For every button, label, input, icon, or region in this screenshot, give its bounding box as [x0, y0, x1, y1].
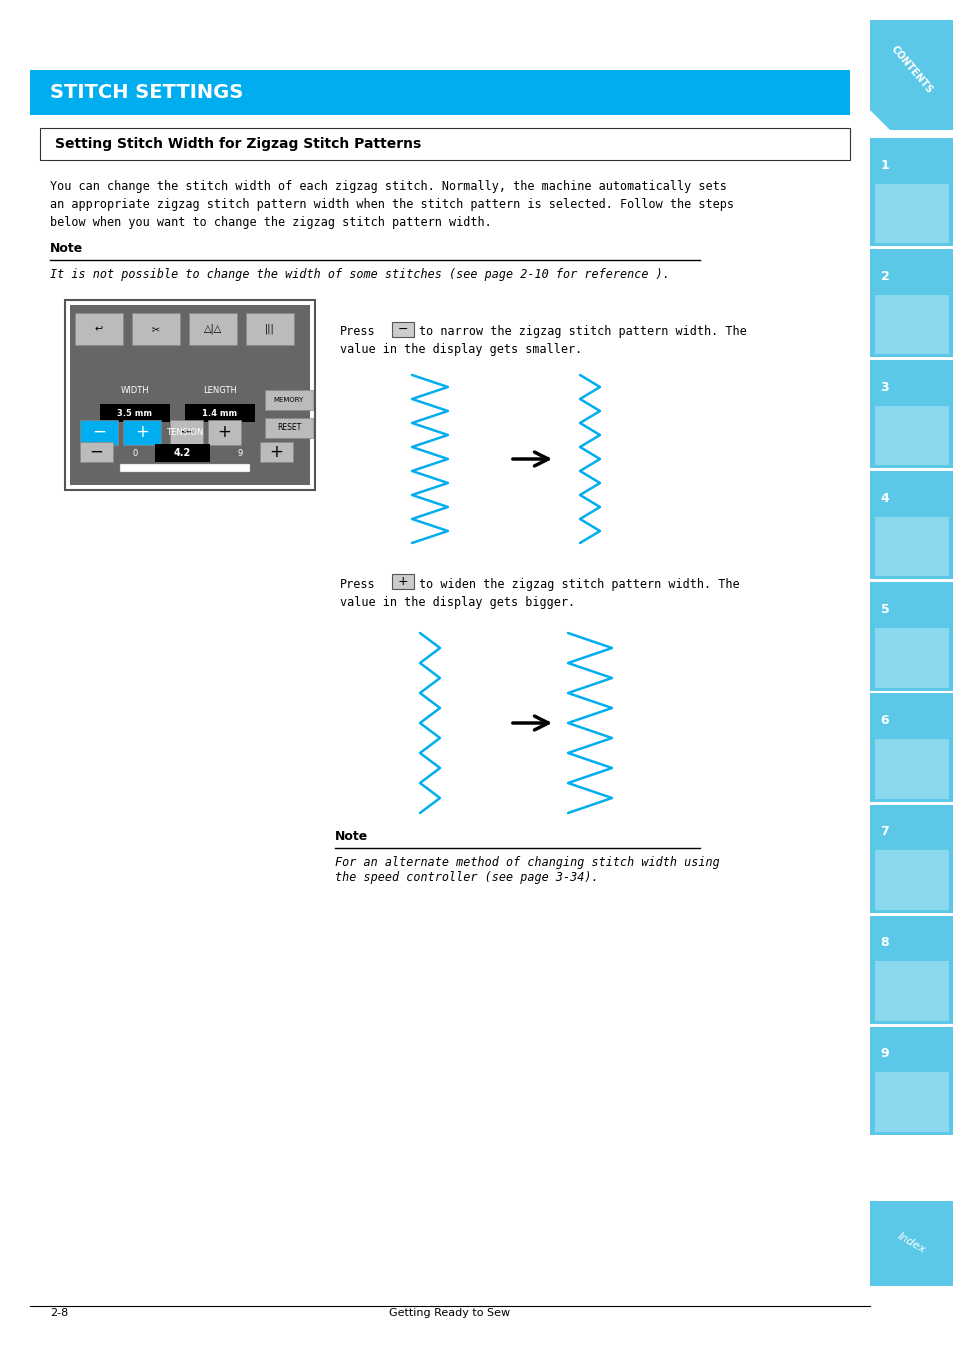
Text: Note: Note: [50, 242, 83, 254]
Bar: [874, 295, 948, 354]
Bar: [80, 441, 112, 462]
Text: +: +: [135, 423, 149, 441]
Text: RESET: RESET: [276, 424, 301, 432]
Bar: [265, 390, 313, 411]
Text: 4: 4: [880, 491, 888, 505]
Text: Press: Press: [339, 577, 375, 591]
Bar: [874, 629, 948, 688]
Bar: [265, 419, 313, 437]
Text: You can change the stitch width of each zigzag stitch. Normally, the machine aut: You can change the stitch width of each …: [50, 180, 733, 229]
Bar: [132, 314, 180, 345]
Polygon shape: [869, 110, 889, 131]
Bar: [869, 915, 953, 1024]
Text: MEMORY: MEMORY: [274, 397, 304, 402]
Text: +: +: [217, 423, 231, 441]
Text: −: −: [89, 443, 103, 460]
Bar: [30, 70, 849, 114]
Text: −: −: [179, 423, 193, 441]
Bar: [123, 420, 161, 446]
Text: 3.5 mm: 3.5 mm: [117, 408, 152, 417]
Bar: [869, 1027, 953, 1135]
Text: 3: 3: [880, 381, 888, 394]
Bar: [869, 361, 953, 468]
Text: Note: Note: [335, 830, 368, 843]
Bar: [80, 420, 118, 446]
Bar: [874, 739, 948, 798]
Bar: [869, 693, 953, 802]
Bar: [65, 300, 314, 490]
Text: It is not possible to change the width of some stitches (see page 2-10 for refer: It is not possible to change the width o…: [50, 268, 669, 281]
Text: 8: 8: [880, 937, 888, 949]
Bar: [75, 314, 123, 345]
Bar: [874, 517, 948, 576]
Text: 2: 2: [880, 269, 888, 283]
Bar: [246, 314, 294, 345]
Text: 9: 9: [237, 450, 242, 459]
Text: 6: 6: [880, 713, 888, 727]
Bar: [189, 314, 236, 345]
Bar: [170, 420, 203, 446]
Text: CONTENTS: CONTENTS: [888, 44, 934, 96]
Text: Press: Press: [339, 324, 375, 338]
Text: For an alternate method of changing stitch width using
the speed controller (see: For an alternate method of changing stit…: [335, 856, 719, 884]
Text: Getting Ready to Sew: Getting Ready to Sew: [389, 1308, 510, 1318]
Text: Index: Index: [895, 1232, 927, 1256]
Text: TENSION: TENSION: [166, 428, 204, 437]
Bar: [874, 851, 948, 910]
Text: ↩: ↩: [95, 324, 103, 334]
Text: WIDTH: WIDTH: [121, 386, 150, 394]
Text: LENGTH: LENGTH: [203, 386, 236, 394]
Text: 5: 5: [880, 603, 888, 616]
Text: to widen the zigzag stitch pattern width. The: to widen the zigzag stitch pattern width…: [418, 577, 739, 591]
Text: 1: 1: [880, 159, 888, 171]
Text: 4.2: 4.2: [173, 448, 191, 458]
Bar: [70, 306, 310, 485]
Bar: [185, 404, 254, 423]
Text: ✂: ✂: [152, 324, 160, 334]
Text: value in the display gets smaller.: value in the display gets smaller.: [339, 343, 581, 355]
Polygon shape: [869, 20, 953, 131]
Bar: [874, 406, 948, 466]
Bar: [40, 128, 849, 160]
Text: Setting Stitch Width for Zigzag Stitch Patterns: Setting Stitch Width for Zigzag Stitch P…: [55, 137, 421, 151]
Bar: [874, 183, 948, 244]
Bar: [874, 1073, 948, 1132]
Text: +: +: [397, 575, 408, 588]
Text: value in the display gets bigger.: value in the display gets bigger.: [339, 596, 575, 608]
Bar: [392, 573, 414, 590]
Bar: [120, 464, 250, 472]
Text: 9: 9: [880, 1047, 888, 1061]
Text: to narrow the zigzag stitch pattern width. The: to narrow the zigzag stitch pattern widt…: [418, 324, 746, 338]
Text: 2-8: 2-8: [50, 1308, 69, 1318]
Bar: [392, 322, 414, 336]
Text: −: −: [397, 323, 408, 336]
Text: 1.4 mm: 1.4 mm: [202, 408, 237, 417]
Text: +: +: [269, 443, 283, 460]
Bar: [208, 420, 241, 446]
Bar: [874, 961, 948, 1020]
Text: 7: 7: [880, 825, 888, 839]
Text: 0: 0: [132, 450, 137, 459]
Bar: [100, 404, 170, 423]
Text: −: −: [92, 423, 106, 441]
Text: STITCH SETTINGS: STITCH SETTINGS: [50, 83, 243, 102]
Bar: [869, 471, 953, 579]
Bar: [260, 441, 293, 462]
Text: |||: |||: [265, 324, 274, 334]
Bar: [869, 1201, 953, 1285]
Bar: [869, 139, 953, 246]
Text: △|△: △|△: [204, 324, 222, 334]
Bar: [869, 583, 953, 690]
Bar: [154, 444, 210, 462]
Bar: [869, 249, 953, 357]
Bar: [869, 805, 953, 913]
